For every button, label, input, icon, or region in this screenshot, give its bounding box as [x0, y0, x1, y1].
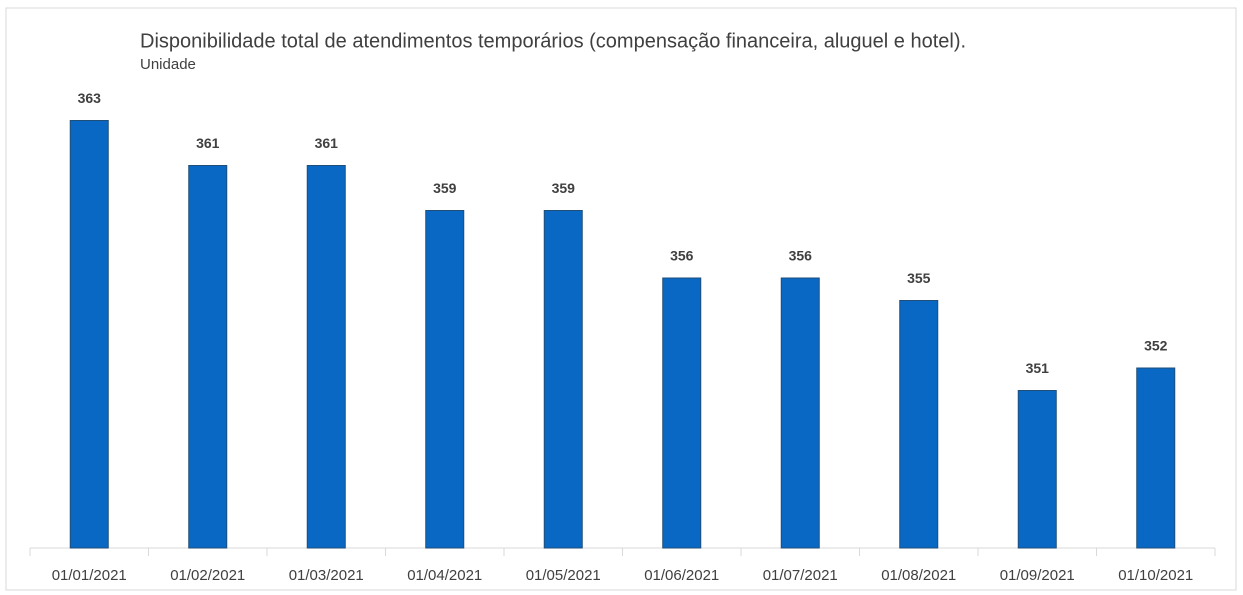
x-tick-label: 01/07/2021 [763, 567, 838, 584]
data-label: 361 [196, 135, 220, 151]
x-tick-label: 01/04/2021 [407, 567, 482, 584]
x-tick-label: 01/03/2021 [289, 567, 364, 584]
x-tick-label: 01/02/2021 [170, 567, 245, 584]
bar [1136, 367, 1176, 549]
bar [306, 165, 346, 549]
bar [899, 300, 939, 549]
data-label: 352 [1144, 338, 1168, 354]
x-tick-label: 01/09/2021 [1000, 567, 1075, 584]
x-tick-label: 01/05/2021 [526, 567, 601, 584]
x-tick-label: 01/01/2021 [52, 567, 127, 584]
data-label: 359 [552, 180, 576, 196]
data-label: 355 [907, 270, 931, 286]
data-label: 361 [315, 135, 339, 151]
data-label: 363 [78, 90, 102, 106]
bar [69, 120, 109, 549]
x-tick-label: 01/10/2021 [1118, 567, 1193, 584]
data-label: 351 [1026, 360, 1050, 376]
bar [662, 277, 702, 549]
bar [543, 210, 583, 549]
bar [1017, 390, 1057, 549]
bar [780, 277, 820, 549]
data-label: 359 [433, 180, 457, 196]
data-label: 356 [670, 248, 694, 264]
chart-title: Disponibilidade total de atendimentos te… [140, 30, 966, 52]
bar [425, 210, 465, 549]
x-tick-label: 01/08/2021 [881, 567, 956, 584]
data-label: 356 [789, 248, 813, 264]
x-tick-label: 01/06/2021 [644, 567, 719, 584]
chart-subtitle: Unidade [140, 56, 196, 73]
bar [188, 165, 228, 549]
